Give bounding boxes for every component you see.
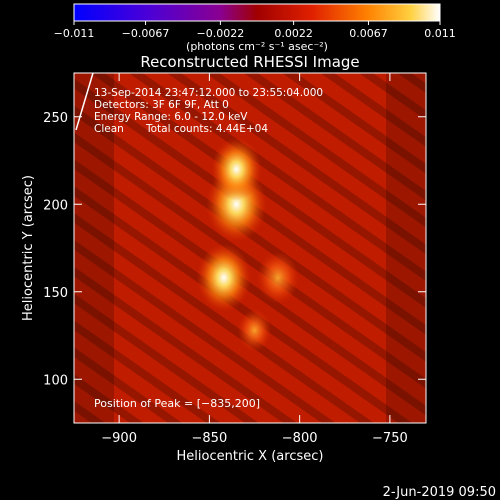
annotation-line: 13-Sep-2014 23:47:12.000 to 23:55:04.000	[94, 87, 323, 99]
colorbar-tick-label: 0.0022	[274, 27, 313, 40]
x-axis-label: Heliocentric X (arcsec)	[177, 449, 324, 464]
annotation-line: Clean	[94, 123, 124, 135]
colorbar-gradient	[73, 3, 441, 22]
emission-source	[237, 309, 272, 352]
annotation-line: Total counts: 4.44E+04	[145, 123, 268, 135]
annotation-line: Energy Range: 6.0 - 12.0 keV	[94, 111, 248, 123]
colorbar-tick-label: 0.0067	[349, 27, 388, 40]
peak-position-label: Position of Peak = [−835,200]	[94, 397, 260, 410]
y-tick-label: 150	[43, 286, 68, 301]
image-edge-darkening-right	[386, 73, 426, 423]
emission-source	[211, 137, 262, 201]
image-ripple-texture	[74, 73, 426, 423]
chart-title: Reconstructed RHESSI Image	[140, 53, 359, 71]
footer-date: 2-Jun-2019 09:50	[383, 485, 496, 500]
x-tick-label: −800	[282, 431, 318, 446]
annotation-block: 13-Sep-2014 23:47:12.000 to 23:55:04.000…	[94, 87, 323, 135]
limb-line	[75, 73, 94, 131]
annotation-line: Detectors: 3F 6F 9F, Att 0	[94, 99, 229, 111]
x-tick-label: −850	[192, 431, 228, 446]
colorbar-tick-label: −0.0022	[197, 27, 245, 40]
colorbar: −0.011 −0.0067 −0.0022 0.0022 0.0067 0.011 (p…	[54, 3, 456, 53]
colorbar-tick-label: −0.011	[54, 27, 95, 40]
x-axis: −900 −850 −800 −750	[101, 73, 408, 446]
y-tick-label: 200	[43, 198, 68, 213]
image-edge-darkening-left	[74, 73, 114, 423]
y-tick-label: 100	[43, 373, 68, 388]
y-tick-label: 250	[43, 111, 68, 126]
x-tick-label: −900	[101, 431, 137, 446]
colorbar-units: (photons cm⁻² s⁻¹ asec⁻²)	[186, 40, 328, 53]
colorbar-tick-label: 0.011	[424, 27, 456, 40]
x-tick-label: −750	[372, 431, 408, 446]
y-axis: 100 150 200 250	[43, 111, 426, 388]
plot-frame	[73, 72, 427, 424]
emission-source	[196, 243, 252, 312]
colorbar-tick-label: −0.0067	[122, 27, 170, 40]
image-area	[74, 73, 426, 423]
y-axis-label: Heliocentric Y (arcsec)	[21, 175, 36, 321]
emission-source	[256, 251, 300, 305]
